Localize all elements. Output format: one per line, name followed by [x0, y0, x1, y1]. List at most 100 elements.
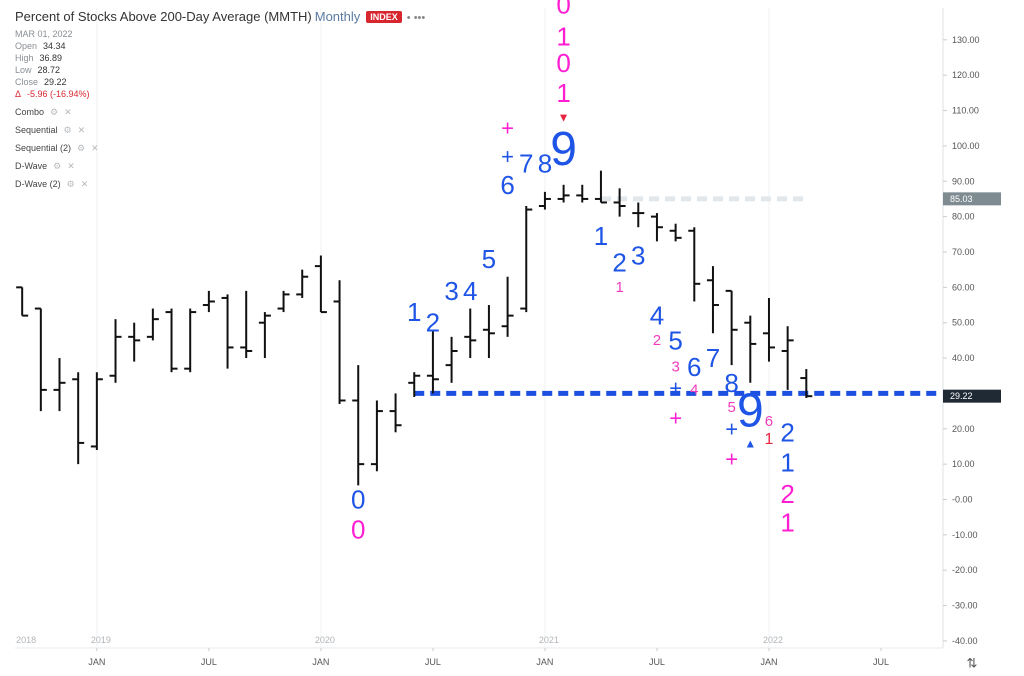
interval[interactable]: Monthly	[314, 9, 361, 24]
info-row: Open 34.34	[15, 40, 90, 52]
ohlc-bar	[800, 369, 813, 398]
y-tick-label: -0.00	[952, 494, 973, 504]
indicator-name: Combo	[15, 107, 45, 117]
ohlc-bar	[16, 286, 29, 317]
annotation: 7	[706, 343, 720, 373]
settings-icon[interactable]: ⚙	[53, 161, 62, 171]
change-value: -5.96 (-16.94%)	[27, 89, 90, 99]
x-tick-label: JAN	[88, 657, 105, 667]
y-tick-label: 110.00	[952, 106, 979, 116]
ohlc-bar	[725, 289, 738, 366]
y-tick-label: 120.00	[952, 70, 980, 80]
info-row: High 36.89	[15, 52, 90, 64]
plot	[16, 8, 937, 648]
annotation: 2	[653, 332, 661, 349]
annotation: 4	[463, 276, 477, 306]
y-tick-label: 90.00	[952, 176, 975, 186]
annotation: ▼	[558, 111, 570, 125]
info-label: Low	[15, 65, 32, 75]
annotation: 0	[556, 0, 570, 19]
ohlc-bar	[576, 184, 589, 203]
indicator: D-Wave ⚙ ✕	[15, 161, 75, 172]
annotation: 6	[765, 413, 773, 430]
ohlc-bar	[72, 372, 85, 465]
x-tick-label: JUL	[649, 657, 665, 667]
header: Percent of Stocks Above 200-Day Average …	[15, 9, 425, 24]
ohlc-bar	[557, 184, 570, 203]
indicator-name: Sequential (2)	[15, 143, 72, 153]
y-tick-label: 100.00	[952, 141, 980, 151]
ohlc-bar	[296, 269, 309, 298]
ohlc-bar	[258, 312, 271, 359]
ohlc-bar	[762, 297, 775, 362]
remove-icon[interactable]: ✕	[67, 161, 75, 171]
settings-icon[interactable]: ⚙	[63, 125, 72, 135]
indicator: Sequential (2) ⚙ ✕	[15, 143, 99, 154]
badge: INDEX	[366, 11, 402, 23]
annotation: 1	[556, 21, 570, 51]
annotation: 6	[687, 352, 701, 382]
annotation: 6	[500, 170, 514, 200]
indicator: D-Wave (2) ⚙ ✕	[15, 179, 88, 190]
settings-icon[interactable]: ⚙	[50, 107, 59, 117]
indicator-name: D-Wave (2)	[15, 179, 61, 189]
annotation: 5	[482, 244, 496, 274]
annotation: +	[725, 416, 738, 441]
ohlc-bar	[34, 307, 47, 412]
ohlc-bar	[240, 290, 253, 359]
remove-icon[interactable]: ✕	[64, 107, 72, 117]
annotation: 4	[650, 301, 664, 331]
settings-icon[interactable]: ⚙	[66, 179, 75, 189]
indicator-name: Sequential	[15, 125, 58, 135]
annotation: 2	[426, 308, 440, 338]
indicator-name: D-Wave	[15, 161, 48, 171]
x-tick-label: JUL	[201, 657, 217, 667]
y-tick-label: 50.00	[952, 318, 975, 328]
ohlc-bar	[408, 372, 421, 397]
ohlc-bar	[632, 202, 645, 228]
remove-icon[interactable]: ✕	[91, 143, 99, 153]
price-label: 29.22	[950, 391, 973, 401]
remove-icon[interactable]: ✕	[77, 125, 86, 135]
ohlc-bar	[482, 305, 495, 359]
annotation: 5	[727, 399, 735, 416]
annotation: 7	[519, 149, 533, 179]
ohlc-bar	[445, 336, 458, 383]
ohlc-bar	[464, 308, 477, 359]
annotation: 3	[671, 358, 679, 375]
y-tick-label: -20.00	[952, 565, 978, 575]
info-value: 28.72	[37, 65, 61, 75]
y-tick-label: 60.00	[952, 282, 975, 292]
ohlc-bar	[501, 276, 514, 337]
remove-icon[interactable]: ✕	[80, 179, 89, 189]
x-tick-label: JAN	[536, 657, 553, 667]
annotation: 0	[556, 48, 570, 78]
annotation: 1	[556, 78, 570, 108]
settings-icon[interactable]: ⚙	[77, 143, 86, 153]
ohlc-bar	[669, 223, 682, 242]
annotation: 1	[615, 279, 623, 296]
x-tick-label: JAN	[312, 657, 329, 667]
ohlc-bar	[184, 308, 197, 373]
ohlc-bar	[520, 206, 533, 313]
info-value: 29.22	[44, 77, 67, 87]
annotation: 3	[444, 276, 458, 306]
x-tick-label: JUL	[873, 657, 889, 667]
annotation: 2	[612, 248, 626, 278]
ohlc-bar	[688, 227, 701, 302]
ohlc-bar	[314, 255, 327, 314]
ohlc-bar	[90, 372, 103, 450]
indicator: Sequential ⚙ ✕	[15, 125, 85, 136]
annotation: +	[669, 406, 682, 431]
annotation: +	[501, 116, 514, 141]
menu[interactable]: • •••	[406, 12, 426, 24]
ohlc-bar	[706, 266, 719, 334]
ohlc-bar	[53, 358, 66, 412]
annotation: 1	[780, 447, 794, 477]
ohlc-bar	[221, 294, 234, 369]
scale-toggle[interactable]: ⇅	[967, 656, 978, 671]
ohlc-bar	[165, 308, 178, 373]
y-tick-label: -10.00	[952, 530, 978, 540]
annotation: 9	[550, 123, 577, 176]
